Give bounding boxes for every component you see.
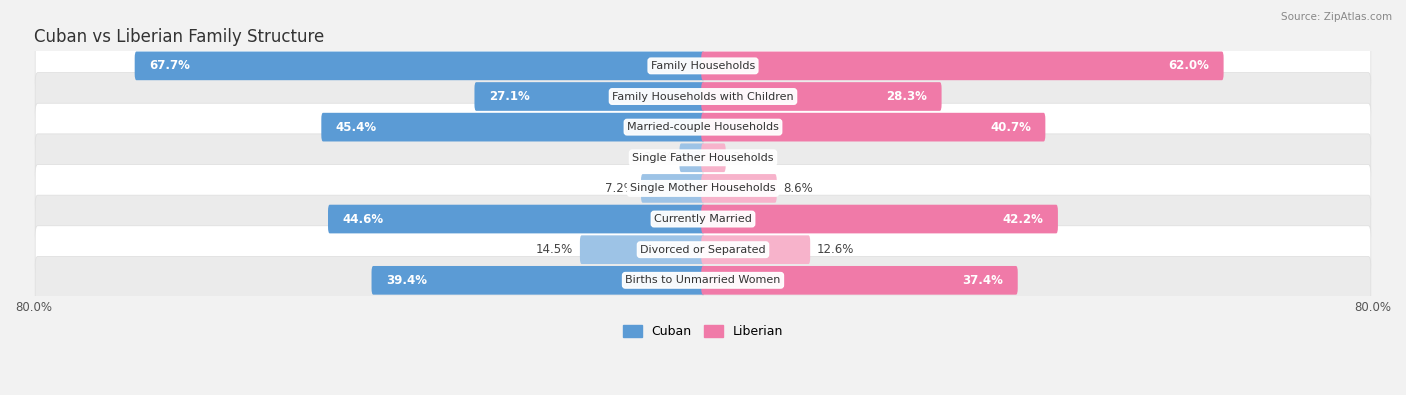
FancyBboxPatch shape [35,103,1371,151]
Text: Married-couple Households: Married-couple Households [627,122,779,132]
Text: 42.2%: 42.2% [1002,213,1043,226]
Text: Source: ZipAtlas.com: Source: ZipAtlas.com [1281,12,1392,22]
FancyBboxPatch shape [702,51,1223,80]
Text: 37.4%: 37.4% [963,274,1004,287]
FancyBboxPatch shape [641,174,704,203]
Text: Single Father Households: Single Father Households [633,153,773,163]
Text: 62.0%: 62.0% [1168,59,1209,72]
FancyBboxPatch shape [702,205,1057,233]
FancyBboxPatch shape [35,226,1371,274]
FancyBboxPatch shape [702,113,1045,141]
Text: 14.5%: 14.5% [536,243,574,256]
Legend: Cuban, Liberian: Cuban, Liberian [617,320,789,343]
FancyBboxPatch shape [135,51,704,80]
Text: 40.7%: 40.7% [990,120,1031,134]
Text: 7.2%: 7.2% [605,182,634,195]
FancyBboxPatch shape [702,143,725,172]
FancyBboxPatch shape [702,266,1018,295]
FancyBboxPatch shape [679,143,704,172]
FancyBboxPatch shape [35,42,1371,90]
FancyBboxPatch shape [579,235,704,264]
FancyBboxPatch shape [322,113,704,141]
Text: 44.6%: 44.6% [342,213,384,226]
Text: Single Mother Households: Single Mother Households [630,183,776,194]
Text: Currently Married: Currently Married [654,214,752,224]
FancyBboxPatch shape [35,195,1371,243]
Text: 8.6%: 8.6% [783,182,813,195]
FancyBboxPatch shape [702,235,810,264]
Text: 12.6%: 12.6% [817,243,855,256]
Text: Births to Unmarried Women: Births to Unmarried Women [626,275,780,285]
Text: 39.4%: 39.4% [385,274,427,287]
FancyBboxPatch shape [328,205,704,233]
FancyBboxPatch shape [35,134,1371,182]
FancyBboxPatch shape [371,266,704,295]
FancyBboxPatch shape [35,164,1371,212]
Text: Family Households with Children: Family Households with Children [612,92,794,102]
Text: 2.5%: 2.5% [733,151,762,164]
Text: 45.4%: 45.4% [336,120,377,134]
Text: 27.1%: 27.1% [489,90,530,103]
Text: Cuban vs Liberian Family Structure: Cuban vs Liberian Family Structure [34,28,323,46]
Text: 67.7%: 67.7% [149,59,190,72]
Text: Family Households: Family Households [651,61,755,71]
FancyBboxPatch shape [702,174,776,203]
FancyBboxPatch shape [35,256,1371,304]
FancyBboxPatch shape [35,73,1371,120]
FancyBboxPatch shape [702,82,942,111]
Text: 28.3%: 28.3% [886,90,928,103]
Text: 2.6%: 2.6% [643,151,673,164]
Text: Divorced or Separated: Divorced or Separated [640,245,766,255]
FancyBboxPatch shape [474,82,704,111]
